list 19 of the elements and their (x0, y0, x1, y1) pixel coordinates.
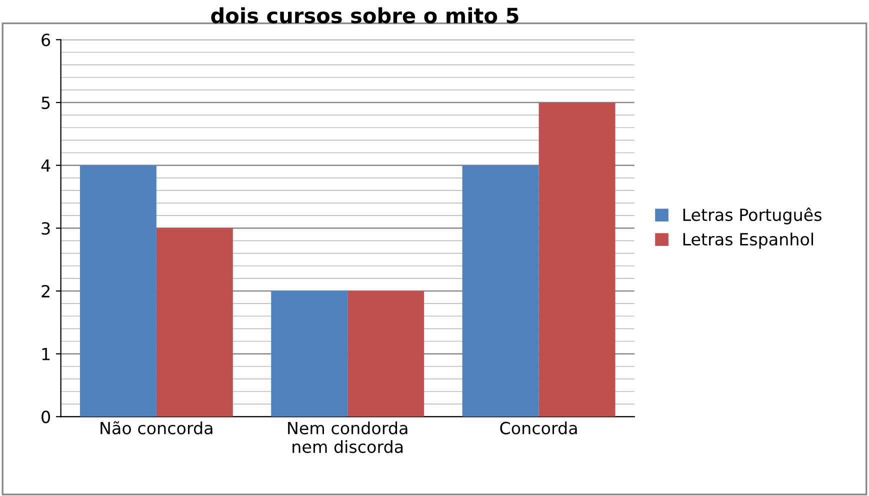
y-tick-label: 2 (42, 284, 50, 298)
bar (462, 165, 539, 417)
bar (80, 165, 156, 417)
legend-label: Letras Português (683, 208, 822, 224)
legend-label: Letras Espanhol (683, 232, 813, 249)
bar (271, 290, 348, 417)
x-tick-label: Não concorda (100, 421, 212, 434)
y-tick-label: 1 (42, 348, 50, 360)
y-tick-label: 3 (42, 222, 50, 235)
y-tick-label: 5 (42, 96, 50, 110)
bar (538, 102, 616, 417)
x-tick-label: Nem condorda nem discorda (288, 422, 408, 454)
bar (348, 290, 424, 417)
bar (156, 228, 233, 417)
y-tick-label: 4 (41, 160, 50, 172)
y-tick-label: 0 (42, 410, 50, 424)
y-tick-label: 6 (42, 34, 50, 46)
chart-title: dois cursos sobre o mito 5 (211, 7, 518, 24)
x-tick-label: Concorda (500, 422, 577, 434)
